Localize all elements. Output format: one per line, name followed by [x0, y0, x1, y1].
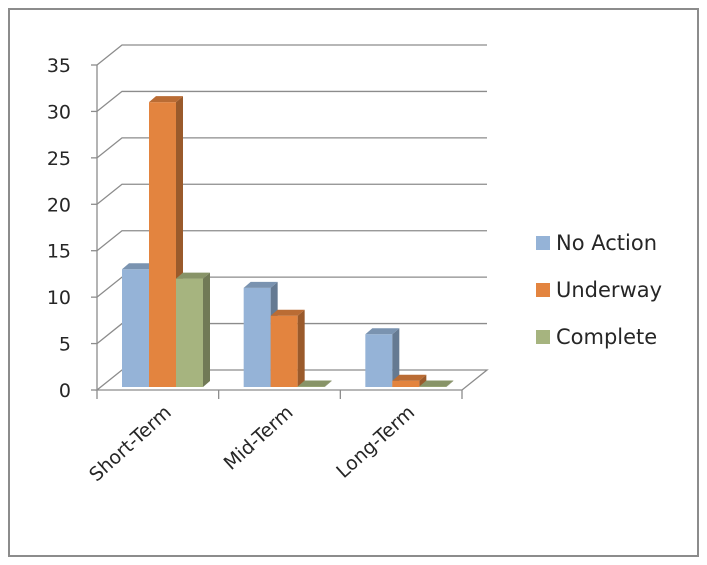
- gridline: [96, 137, 487, 159]
- y-tick-label: 0: [59, 380, 71, 402]
- legend: No Action Underway Complete: [536, 231, 662, 349]
- axes: [91, 64, 463, 399]
- bar: [297, 380, 332, 387]
- y-tick-labels: 0 5 10 15 20 25 30 35: [47, 55, 71, 402]
- y-tick-label: 30: [47, 101, 71, 123]
- x-tick-label: Mid-Term: [220, 401, 298, 474]
- legend-swatch: [536, 283, 550, 297]
- gridline: [96, 44, 487, 66]
- gridline: [96, 90, 487, 112]
- bar: [365, 328, 400, 387]
- bar: [419, 380, 454, 387]
- legend-label: Complete: [556, 325, 657, 349]
- x-tick-label: Long-Term: [332, 401, 419, 482]
- x-tick-label: Short-Term: [85, 401, 176, 486]
- y-tick-label: 10: [47, 287, 71, 309]
- legend-label: No Action: [556, 231, 657, 255]
- bar: [176, 272, 210, 387]
- legend-swatch: [536, 330, 550, 344]
- y-tick-label: 25: [47, 148, 71, 170]
- gridlines: [96, 44, 487, 345]
- bar: [149, 96, 183, 388]
- gridline: [96, 183, 487, 205]
- y-tick-label: 20: [47, 194, 71, 216]
- bars: [122, 96, 454, 388]
- legend-label: Underway: [556, 278, 662, 302]
- bar: [392, 374, 427, 387]
- x-tick-labels: Short-Term Mid-Term Long-Term: [85, 401, 419, 486]
- y-tick-label: 35: [47, 55, 71, 77]
- gridline: [96, 230, 487, 252]
- legend-swatch: [536, 236, 550, 250]
- bar: [270, 309, 305, 387]
- y-tick-label: 15: [47, 241, 71, 263]
- y-tick-label: 5: [59, 334, 71, 356]
